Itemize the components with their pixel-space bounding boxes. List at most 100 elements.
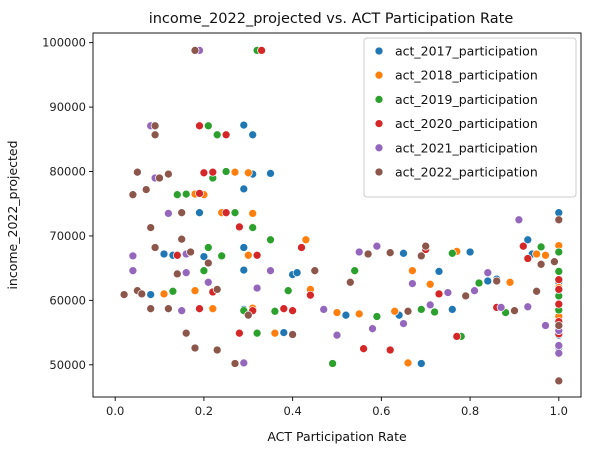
legend-label: act_2019_participation [395, 92, 538, 107]
x-tick-label: 0.6 [372, 404, 390, 418]
data-point [196, 305, 204, 313]
data-point [320, 305, 328, 313]
data-point [235, 223, 243, 231]
data-point [235, 329, 243, 337]
data-point [555, 248, 563, 256]
data-point [515, 216, 523, 224]
data-point [147, 305, 155, 313]
data-point [271, 307, 279, 315]
data-point [209, 168, 217, 176]
data-point [209, 305, 217, 313]
legend-label: act_2018_participation [395, 68, 538, 83]
data-point [533, 250, 541, 258]
data-point [240, 359, 248, 367]
y-tick-label: 100000 [42, 36, 86, 50]
legend-label: act_2022_participation [395, 165, 538, 180]
data-point [542, 322, 550, 330]
data-point [196, 209, 204, 217]
data-point [333, 309, 341, 317]
data-point [142, 186, 150, 194]
data-point [213, 131, 221, 139]
data-point [555, 300, 563, 308]
data-point [302, 236, 310, 244]
data-point [191, 287, 199, 295]
data-point [386, 249, 394, 257]
data-point [204, 122, 212, 130]
data-point [550, 258, 558, 266]
legend-marker [375, 144, 383, 152]
data-point [151, 131, 159, 139]
data-point [187, 248, 195, 256]
data-point [182, 190, 190, 198]
data-point [293, 269, 301, 277]
data-point [244, 311, 252, 319]
legend-label: act_2020_participation [395, 116, 538, 131]
data-point [147, 291, 155, 299]
data-point [173, 270, 181, 278]
data-point [466, 248, 474, 256]
data-point [253, 251, 261, 259]
y-tick-label: 50000 [49, 358, 86, 372]
y-tick-label: 70000 [49, 229, 86, 243]
data-point [404, 359, 412, 367]
data-point [555, 267, 563, 275]
data-point [231, 168, 239, 176]
data-point [346, 278, 354, 286]
data-point [196, 189, 204, 197]
data-point [240, 121, 248, 129]
data-point [506, 278, 514, 286]
data-point [213, 346, 221, 354]
data-point [435, 290, 443, 298]
data-point [284, 287, 292, 295]
data-point [475, 279, 483, 287]
data-point [160, 290, 168, 298]
data-point [204, 278, 212, 286]
x-tick-label: 0.4 [283, 404, 301, 418]
data-point [147, 224, 155, 232]
data-point [231, 209, 239, 217]
data-point [333, 331, 341, 339]
legend-marker [375, 71, 383, 79]
data-point [289, 307, 297, 315]
data-point [138, 290, 146, 298]
data-point [373, 313, 381, 321]
data-point [422, 242, 430, 250]
data-point [417, 305, 425, 313]
y-tick-label: 60000 [49, 293, 86, 307]
legend-marker [375, 120, 383, 128]
y-tick-label: 80000 [49, 165, 86, 179]
data-point [298, 244, 306, 252]
data-point [244, 251, 252, 259]
data-point [555, 276, 563, 284]
data-point [151, 244, 159, 252]
data-point [555, 342, 563, 350]
data-point [524, 303, 532, 311]
data-point [240, 185, 248, 193]
data-point [537, 243, 545, 251]
data-point [213, 285, 221, 293]
data-point [533, 287, 541, 295]
data-point [178, 209, 186, 217]
data-point [386, 346, 394, 354]
data-point [173, 251, 181, 259]
data-point [191, 46, 199, 54]
data-point [222, 209, 230, 217]
data-point [537, 260, 545, 268]
x-axis-label: ACT Participation Rate [267, 429, 407, 444]
data-point [182, 329, 190, 337]
legend-marker [375, 168, 383, 176]
data-point [267, 267, 275, 275]
legend-label: act_2017_participation [395, 44, 538, 59]
data-point [311, 267, 319, 275]
data-point [471, 287, 479, 295]
data-point [444, 289, 452, 297]
data-point [240, 244, 248, 252]
data-point [191, 344, 199, 352]
data-point [271, 329, 279, 337]
data-point [369, 325, 377, 333]
legend-label: act_2021_participation [395, 140, 538, 155]
legend-marker [375, 47, 383, 55]
data-point [169, 287, 177, 295]
data-point [555, 322, 563, 330]
